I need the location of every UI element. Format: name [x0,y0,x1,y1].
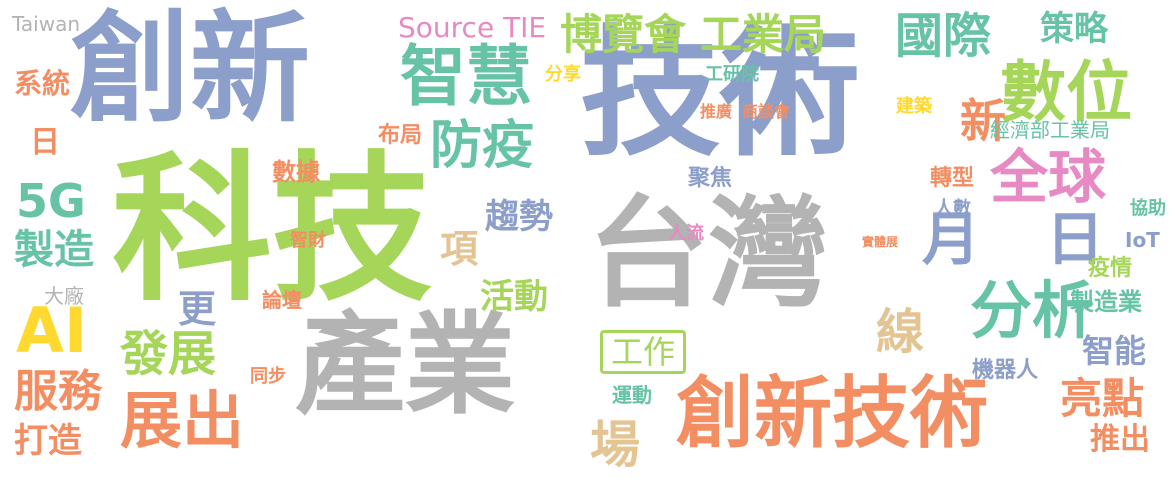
word-ri-small: 日 [30,125,60,160]
word-shuju: 數據 [272,158,320,186]
word-yiqing: 疫情 [1088,256,1133,281]
word-chang: 場 [590,416,640,474]
word-jianzhu: 建築 [896,96,932,117]
word-jiqiren: 機器人 [972,358,1039,383]
word-renliu: 人流 [668,223,704,244]
word-iot: IoT [1125,228,1160,252]
word-taiwan-en: Taiwan [12,12,81,36]
word-celue: 策略 [1040,9,1108,49]
word-geng: 更 [178,287,217,331]
word-bolanhui: 博覽會 [560,10,687,59]
word-xiezhu: 協助 [1130,198,1166,219]
word-source-tie: Source TIE [398,11,547,44]
word-zhizaoye: 製造業 [1070,288,1142,316]
word-zhuanxing: 轉型 [930,166,975,191]
word-zhicai: 智財 [290,230,326,251]
word-jishu: 技術 [580,13,861,176]
word-tuichu: 推出 [1090,422,1150,457]
word-taiwan-cn: 台灣 [588,185,828,324]
word-fazhan: 發展 [120,326,217,382]
word-zhineng: 智能 [1082,332,1147,370]
word-tuiguang: 推廣 [700,102,733,121]
word-qushi: 趨勢 [485,197,553,237]
word-renshu: 人數 [935,198,971,219]
word-jujiao: 聚焦 [688,166,733,191]
word-xiang: 項 [440,227,479,271]
word-fuwu: 服務 [14,366,102,417]
word-yue: 月 [922,205,981,273]
word-guoji: 國際 [895,8,992,64]
word-quanqiu: 全球 [990,143,1107,211]
word-fenxi: 分析 [970,274,1095,347]
word-5g: 5G [16,174,86,228]
word-chuangxin-jishu: 創新技術 [676,369,989,459]
word-shitizhan: 實體展 [862,235,899,249]
word-zhizao: 製造 [14,227,94,273]
word-gongyanyuan: 工研院 [705,64,759,85]
word-shuwei: 數位 [1000,54,1132,131]
word-dachang: 大廠 [44,284,84,308]
word-fenxiang: 分享 [545,64,581,85]
word-huodong: 活動 [480,277,548,317]
word-ai: AI [16,294,88,367]
word-zhanchu: 展出 [120,384,245,457]
word-xian: 線 [876,304,925,360]
word-buju: 布局 [378,123,423,148]
word-tongbu: 同步 [250,366,286,387]
word-chuangxin: 創新 [70,0,310,139]
word-keji: 科技 [112,136,433,323]
word-ri-large: 日 [1046,205,1105,273]
word-fangyi: 防疫 [430,116,535,176]
word-dazao: 打造 [14,421,82,461]
word-luntan: 論壇 [262,288,302,312]
word-jingjibu: 經濟部工業局 [990,118,1110,142]
word-shangtanhui: 商談會 [742,102,791,121]
word-yundong: 運動 [612,383,652,407]
word-liangdian: 亮點 [1060,374,1145,423]
word-zhihui: 智慧 [400,38,532,115]
word-chanye: 產業 [295,301,515,429]
word-xitong: 系統 [14,67,71,100]
word-xin: 新 [960,94,1006,148]
word-gongyeju: 工業局 [700,10,827,59]
word-gongzuo: 工作 [600,330,687,374]
